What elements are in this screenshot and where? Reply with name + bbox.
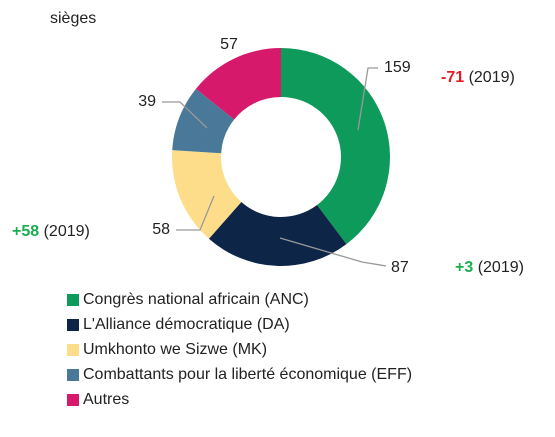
value-label: 159 — [384, 59, 411, 76]
leader-line — [176, 195, 215, 231]
annotation: -71 (2019) — [441, 69, 515, 86]
value-label: 58 — [152, 221, 170, 238]
annotation-change: +3 — [455, 259, 473, 276]
legend-label: Combattants pour la liberté économique (… — [83, 366, 412, 383]
legend-swatch — [67, 294, 79, 306]
leader-line — [357, 67, 378, 131]
annotation-year: (2019) — [469, 69, 515, 86]
annotation: +58 (2019) — [12, 223, 90, 240]
donut-slice — [208, 202, 347, 266]
legend-swatch — [67, 344, 79, 356]
donut-slice — [195, 48, 281, 120]
annotation: +3 (2019) — [455, 259, 524, 276]
chart-title: sièges — [50, 10, 96, 27]
legend-swatch — [67, 369, 79, 381]
legend-label: Congrès national africain (ANC) — [83, 291, 309, 308]
donut-slice — [172, 150, 242, 239]
legend-swatch — [67, 394, 79, 406]
value-label: 87 — [391, 259, 409, 276]
annotation-change: -71 — [441, 69, 464, 86]
annotation-change: +58 — [12, 223, 39, 240]
value-label: 39 — [138, 93, 156, 110]
annotation-year: (2019) — [44, 223, 90, 240]
legend-label: Autres — [83, 391, 129, 408]
annotation-year: (2019) — [478, 259, 524, 276]
legend-label: Umkhonto we Sizwe (MK) — [83, 341, 267, 358]
leader-line — [279, 237, 387, 267]
legend-label: L'Alliance démocratique (DA) — [83, 316, 290, 333]
donut-slice — [172, 88, 235, 154]
legend-swatch — [67, 319, 79, 331]
value-label: 57 — [220, 36, 238, 53]
leader-line — [162, 101, 208, 129]
